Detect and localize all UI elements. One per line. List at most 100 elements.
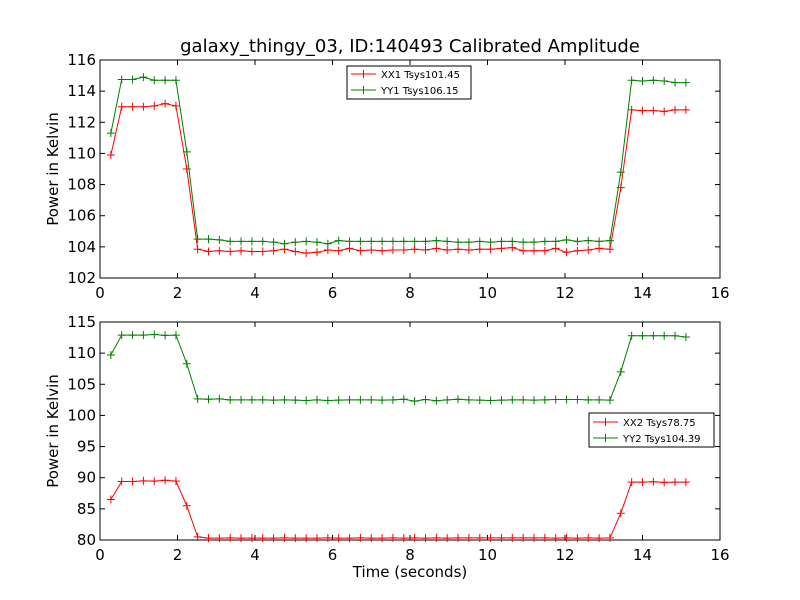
data-point-marker: [443, 245, 452, 254]
bottom-y-ticks: 80 85 90 95 100 105 110 115: [67, 313, 720, 549]
data-point-marker: [551, 534, 560, 543]
data-point-marker: [660, 107, 669, 116]
top-panel: galaxy_thingy_03, ID:140493 Calibrated A…: [44, 36, 730, 302]
data-point-marker: [660, 478, 669, 487]
top-legend-label-xx1: XX1 Tsys101.45: [381, 70, 460, 81]
x-tick-label: 2: [173, 546, 183, 564]
data-point-marker: [497, 237, 506, 246]
data-point-marker: [258, 237, 267, 246]
data-point-marker: [616, 168, 625, 177]
data-point-marker: [204, 235, 213, 244]
data-point-marker: [139, 331, 148, 340]
data-point-marker: [367, 534, 376, 543]
data-point-marker: [649, 76, 658, 85]
data-point-marker: [508, 395, 517, 404]
data-point-marker: [530, 533, 538, 542]
data-point-marker: [193, 532, 202, 541]
x-tick-label: 12: [555, 546, 574, 564]
data-point-marker: [334, 396, 343, 405]
data-point-marker: [345, 237, 354, 246]
data-point-marker: [356, 533, 365, 542]
data-point-marker: [215, 235, 224, 244]
data-point-marker: [139, 73, 148, 82]
top-legend-label-yy1: YY1 Tsys106.15: [380, 86, 459, 97]
data-point-marker: [616, 509, 625, 518]
y-tick-label: 104: [67, 238, 96, 256]
data-point-marker: [530, 238, 538, 247]
data-point-marker: [128, 477, 137, 486]
data-point-marker: [302, 237, 311, 246]
data-point-marker: [562, 395, 571, 404]
data-point-marker: [280, 533, 289, 542]
data-point-marker: [519, 533, 528, 542]
bottom-legend-label-xx2: XX2 Tsys78.75: [623, 418, 696, 429]
data-point-marker: [486, 396, 495, 405]
data-point-marker: [247, 237, 256, 246]
data-point-marker: [671, 331, 680, 340]
data-point-marker: [464, 245, 473, 254]
data-point-marker: [128, 331, 137, 340]
data-point-marker: [638, 331, 647, 340]
data-point-marker: [638, 77, 647, 86]
data-point-marker: [280, 239, 289, 248]
data-point-marker: [562, 235, 571, 244]
data-point-marker: [443, 534, 452, 543]
data-point-marker: [432, 236, 441, 245]
y-tick-label: 108: [67, 176, 96, 194]
y-tick-label: 95: [77, 438, 96, 456]
data-point-marker: [627, 76, 636, 85]
x-tick-label: 8: [405, 546, 415, 564]
data-point-marker: [388, 533, 397, 542]
data-point-marker: [671, 78, 680, 87]
data-point-marker: [530, 396, 538, 405]
data-point-marker: [204, 395, 213, 404]
data-point-marker: [193, 235, 202, 244]
x-axis-label: Time (seconds): [352, 563, 468, 581]
data-point-marker: [595, 395, 604, 404]
data-point-marker: [497, 533, 506, 542]
y-tick-label: 116: [67, 51, 96, 69]
data-point-marker: [660, 331, 669, 340]
data-point-marker: [454, 238, 463, 247]
data-point-marker: [638, 106, 647, 115]
data-point-marker: [388, 395, 397, 404]
data-point-marker: [399, 237, 408, 246]
x-tick-label: 14: [633, 284, 652, 302]
data-point-marker: [605, 236, 614, 245]
data-point-marker: [150, 76, 159, 85]
data-point-marker: [649, 477, 658, 486]
data-point-marker: [627, 105, 636, 114]
data-point-marker: [226, 533, 235, 542]
top-legend: XX1 Tsys101.45 YY1 Tsys106.15: [346, 65, 472, 100]
data-point-marker: [497, 244, 506, 253]
data-point-marker: [334, 534, 343, 543]
data-point-marker: [378, 396, 387, 405]
data-point-marker: [551, 244, 560, 253]
data-point-marker: [128, 102, 137, 111]
data-point-marker: [486, 238, 495, 247]
data-point-marker: [584, 533, 593, 542]
x-tick-label: 14: [633, 546, 652, 564]
data-point-marker: [421, 534, 430, 543]
chart-title: galaxy_thingy_03, ID:140493 Calibrated A…: [180, 36, 640, 57]
data-point-marker: [605, 396, 614, 405]
data-point-marker: [595, 534, 604, 543]
x-tick-label: 6: [328, 284, 338, 302]
data-point-marker: [302, 249, 311, 258]
top-legend-box: [346, 65, 472, 100]
data-point-marker: [432, 533, 441, 542]
data-point-marker: [247, 247, 256, 256]
data-point-marker: [237, 534, 246, 543]
data-point-marker: [291, 396, 300, 405]
data-point-marker: [399, 245, 408, 254]
data-point-marker: [443, 237, 452, 246]
x-tick-label: 16: [710, 546, 729, 564]
data-point-marker: [595, 244, 604, 253]
top-y-axis-label: Power in Kelvin: [44, 112, 62, 226]
top-x-ticks: 0 2 4 6 8 10 12 14 16: [95, 60, 730, 302]
data-point-marker: [334, 236, 343, 245]
y-tick-label: 102: [67, 269, 96, 287]
bottom-legend: XX2 Tsys78.75 YY2 Tsys104.39: [588, 412, 715, 448]
data-point-marker: [313, 395, 321, 404]
data-point-marker: [291, 238, 300, 247]
